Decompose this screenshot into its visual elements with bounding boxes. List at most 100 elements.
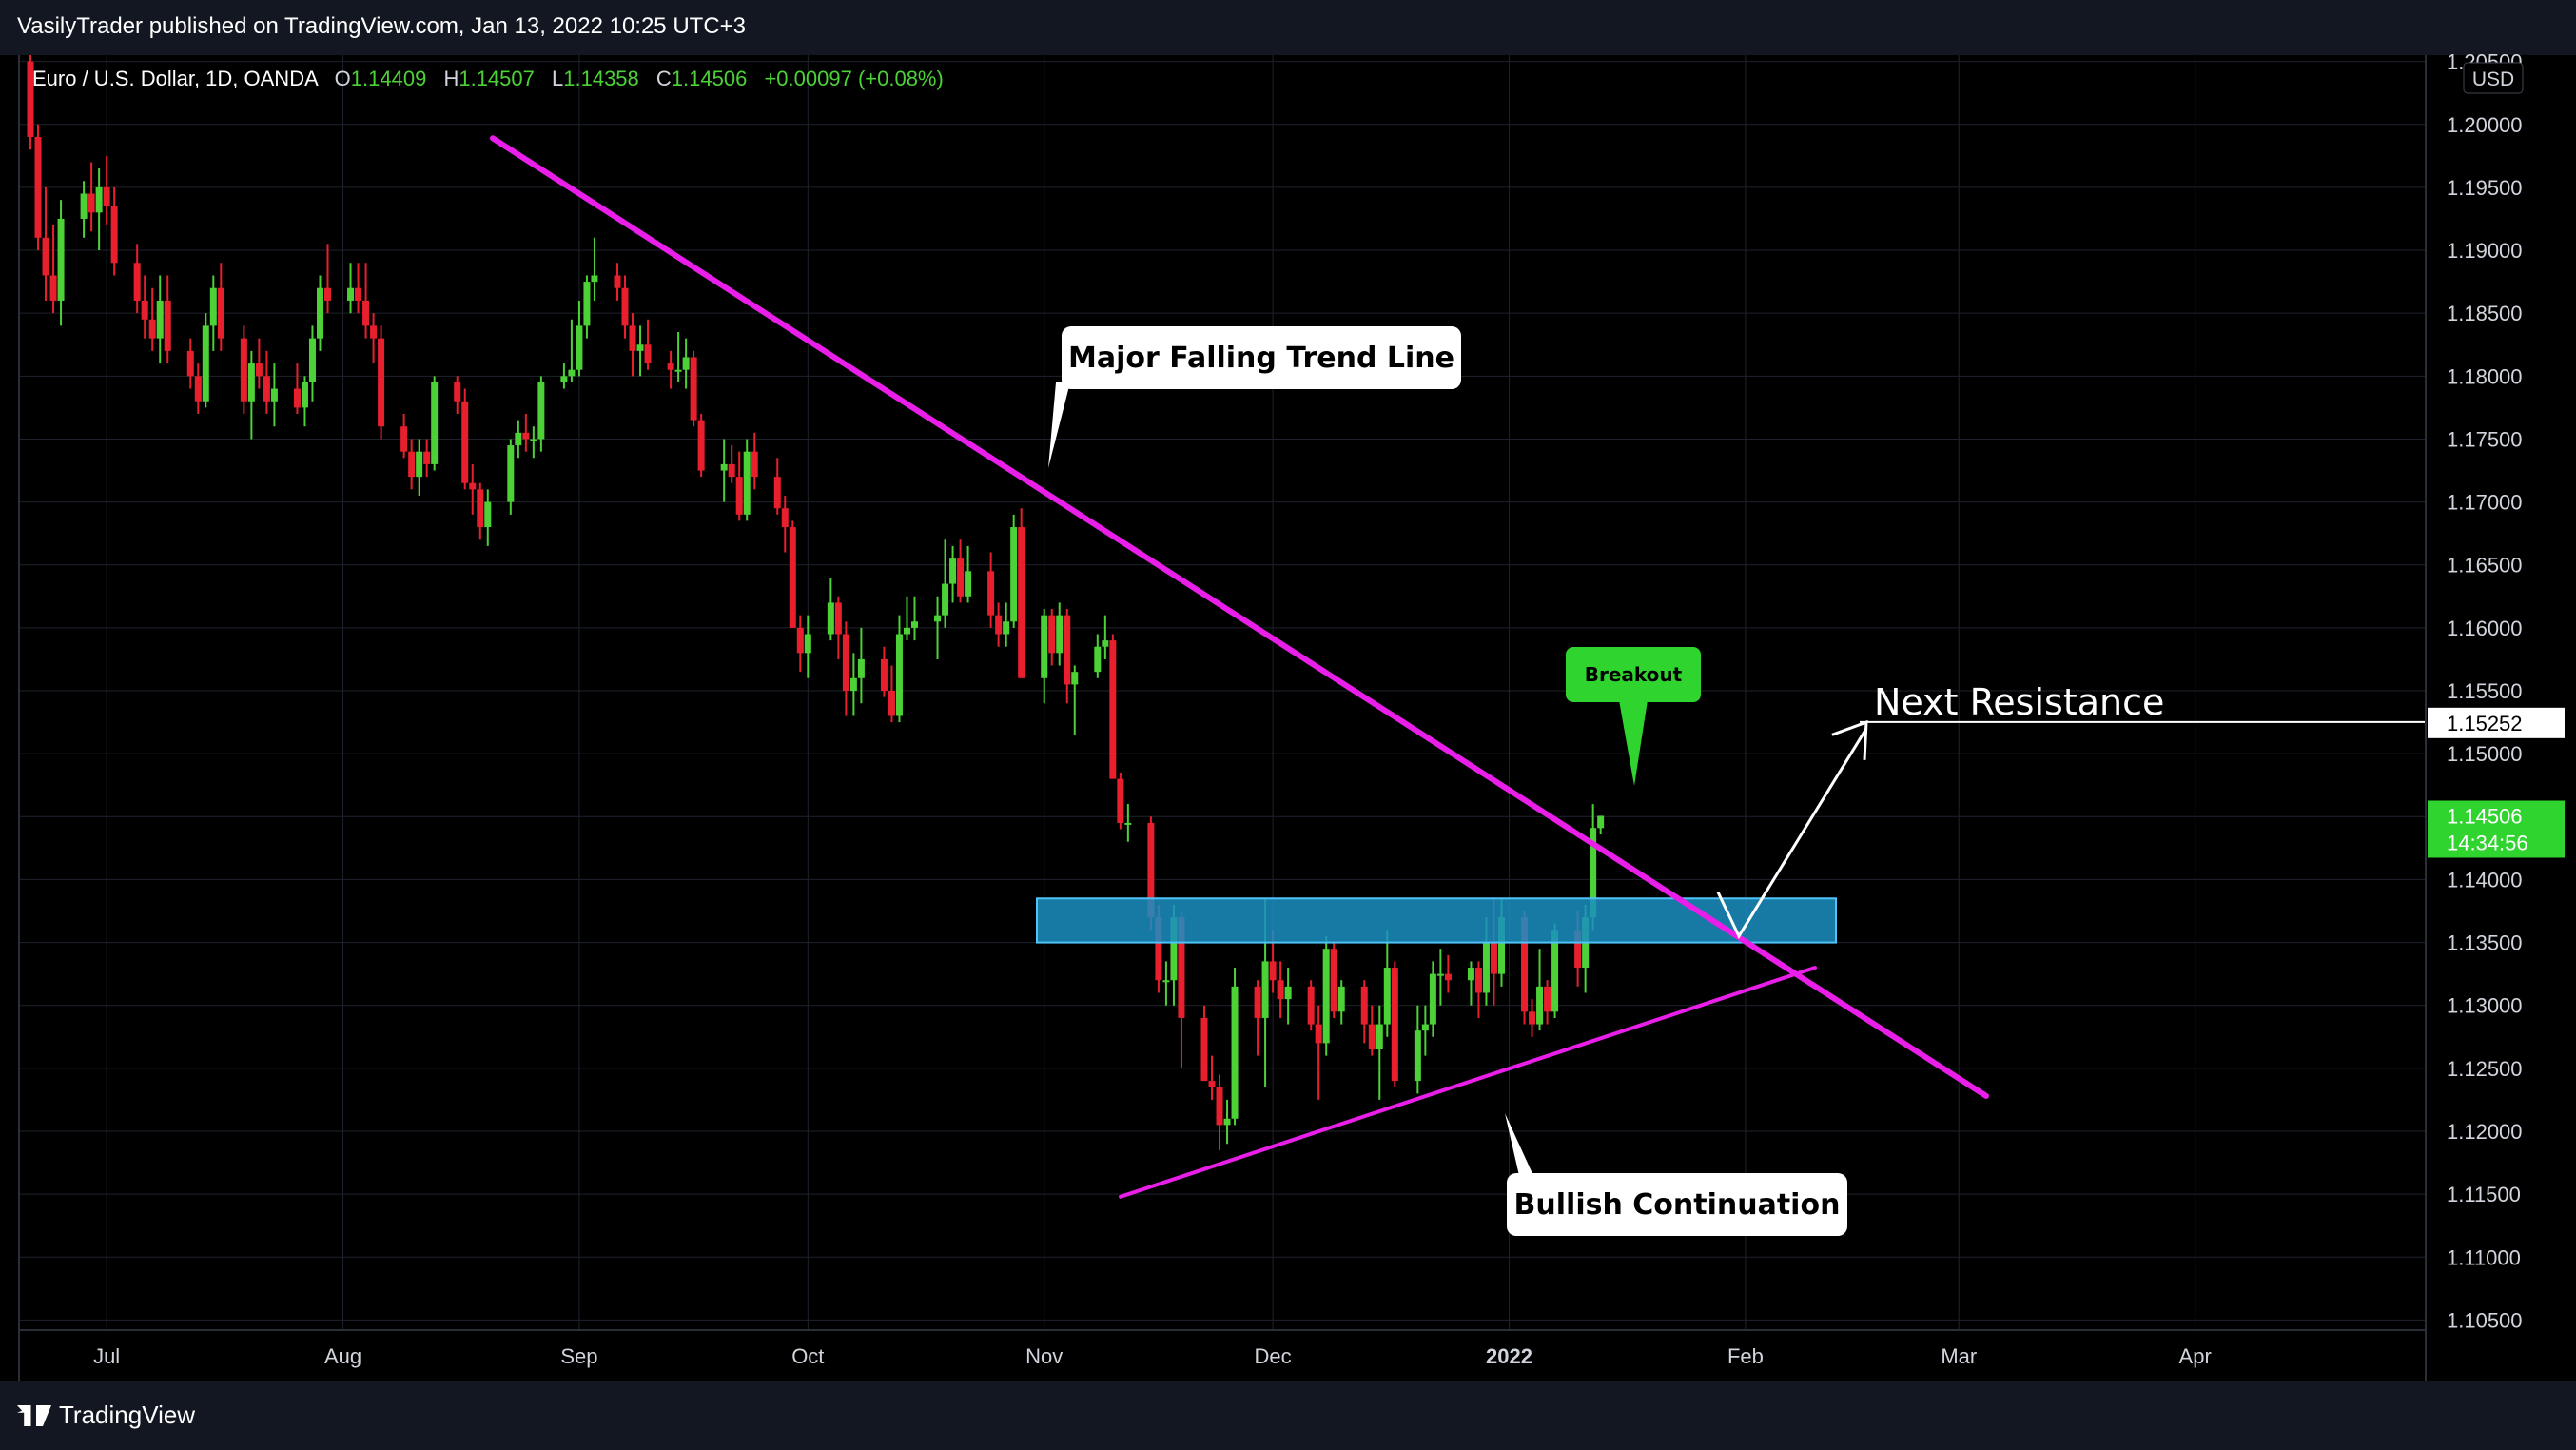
candle-body: [27, 61, 34, 137]
y-tick-label: 1.11500: [2447, 1183, 2521, 1206]
candle-body: [1109, 640, 1117, 779]
candle-body: [849, 677, 857, 692]
y-tick-label: 1.18000: [2447, 364, 2523, 388]
candle-body: [591, 275, 598, 283]
candle-body: [895, 634, 903, 716]
y-tick-label: 1.13500: [2447, 931, 2523, 955]
candle-body: [1162, 980, 1170, 983]
candle-body: [186, 350, 194, 377]
candle-body: [1544, 986, 1551, 1012]
candle-body: [477, 489, 484, 528]
grid: [19, 55, 2426, 1330]
candle-body: [1529, 1011, 1536, 1025]
candle-body: [370, 325, 378, 339]
axes: 1.205001.200001.195001.190001.185001.180…: [18, 50, 2576, 1381]
candle-body: [568, 369, 576, 377]
candle-body: [408, 451, 416, 478]
candle-body: [667, 363, 674, 370]
candle-body: [263, 376, 270, 402]
x-tick-label: Sep: [560, 1344, 597, 1368]
y-tick-label: 1.18500: [2447, 302, 2523, 325]
candle-body: [1322, 949, 1330, 1044]
y-tick-label: 1.17500: [2447, 427, 2523, 451]
candle-body: [942, 583, 949, 616]
candle-body: [560, 376, 568, 382]
candle-body: [1421, 1024, 1429, 1031]
candle-body: [781, 508, 789, 528]
candle-body: [674, 369, 682, 372]
candle-body: [156, 300, 164, 339]
candle-body: [431, 382, 439, 464]
candle-body: [728, 463, 735, 478]
current-price-tag: [2428, 800, 2565, 858]
candle-body: [1383, 968, 1391, 1025]
candle-body: [1208, 1081, 1216, 1088]
candle-body: [42, 237, 49, 276]
candle-body: [1254, 986, 1261, 1018]
y-tick-label: 1.12000: [2447, 1120, 2523, 1144]
candle-body: [1482, 942, 1490, 993]
callout-pointer: [1048, 382, 1070, 468]
continuation-callout-text: Bullish Continuation: [1514, 1188, 1841, 1222]
candle-body: [293, 388, 301, 408]
candle-body: [690, 357, 697, 421]
y-tick-label: 1.11000: [2447, 1245, 2521, 1269]
candle-body: [957, 558, 965, 597]
candle-body: [1200, 1017, 1208, 1082]
change-value: +0.00097 (+0.08%): [764, 67, 944, 90]
x-tick-label: Nov: [1025, 1344, 1063, 1368]
candle-body: [355, 287, 362, 301]
candle-body: [576, 325, 583, 370]
candle-body: [316, 287, 323, 339]
candle-body: [484, 501, 492, 528]
candle-body: [88, 193, 95, 213]
candle-body: [103, 186, 110, 206]
countdown-text: 14:34:56: [2447, 832, 2528, 855]
y-tick-label: 1.10500: [2447, 1308, 2523, 1332]
candle-body: [1277, 980, 1284, 1000]
candle-body: [110, 206, 118, 264]
candle-body: [1048, 615, 1056, 654]
candle-body: [1330, 949, 1337, 1012]
candle-body: [621, 287, 629, 326]
candle-body: [148, 319, 156, 339]
candle-body: [400, 426, 408, 452]
resistance-price-tag: [2428, 707, 2565, 738]
rising-support-line: [1119, 966, 1817, 1199]
candle-body: [194, 376, 202, 402]
candle-body: [934, 615, 942, 622]
x-tick-label: Oct: [791, 1344, 824, 1368]
candle-body: [1429, 973, 1436, 1025]
candle-body: [1223, 1118, 1231, 1126]
candle-body: [255, 363, 263, 377]
candle-body: [469, 482, 477, 490]
y-tick-label: 1.17000: [2447, 491, 2523, 515]
candle-body: [789, 527, 796, 628]
x-tick-label: Mar: [1941, 1344, 1977, 1368]
candle-body: [1010, 527, 1018, 622]
candle-body: [1337, 986, 1345, 1012]
support-zone: [1036, 897, 1837, 944]
candle-body: [1041, 615, 1048, 678]
candle-body: [209, 287, 217, 326]
candle-body: [857, 658, 865, 678]
candle-body: [1170, 917, 1178, 981]
y-tick-label: 1.19500: [2447, 176, 2523, 200]
low-value: 1.14358: [563, 67, 639, 90]
candle-body: [834, 602, 842, 635]
candle-body: [1155, 917, 1162, 981]
candle-body: [804, 634, 811, 654]
candle-body: [903, 627, 910, 635]
falling-trend-line: [490, 135, 1989, 1099]
attribution-bar: VasilyTrader published on TradingView.co…: [0, 0, 2576, 55]
candles: [27, 55, 1605, 1150]
candle-body: [842, 634, 849, 692]
candle-body: [95, 186, 103, 213]
high-value: 1.14507: [459, 67, 535, 90]
candle-body: [995, 615, 1003, 635]
candle-body: [522, 432, 530, 440]
tradingview-logo[interactable]: TradingView: [17, 1401, 195, 1430]
low-label: L: [552, 67, 564, 90]
candle-body: [644, 344, 652, 364]
